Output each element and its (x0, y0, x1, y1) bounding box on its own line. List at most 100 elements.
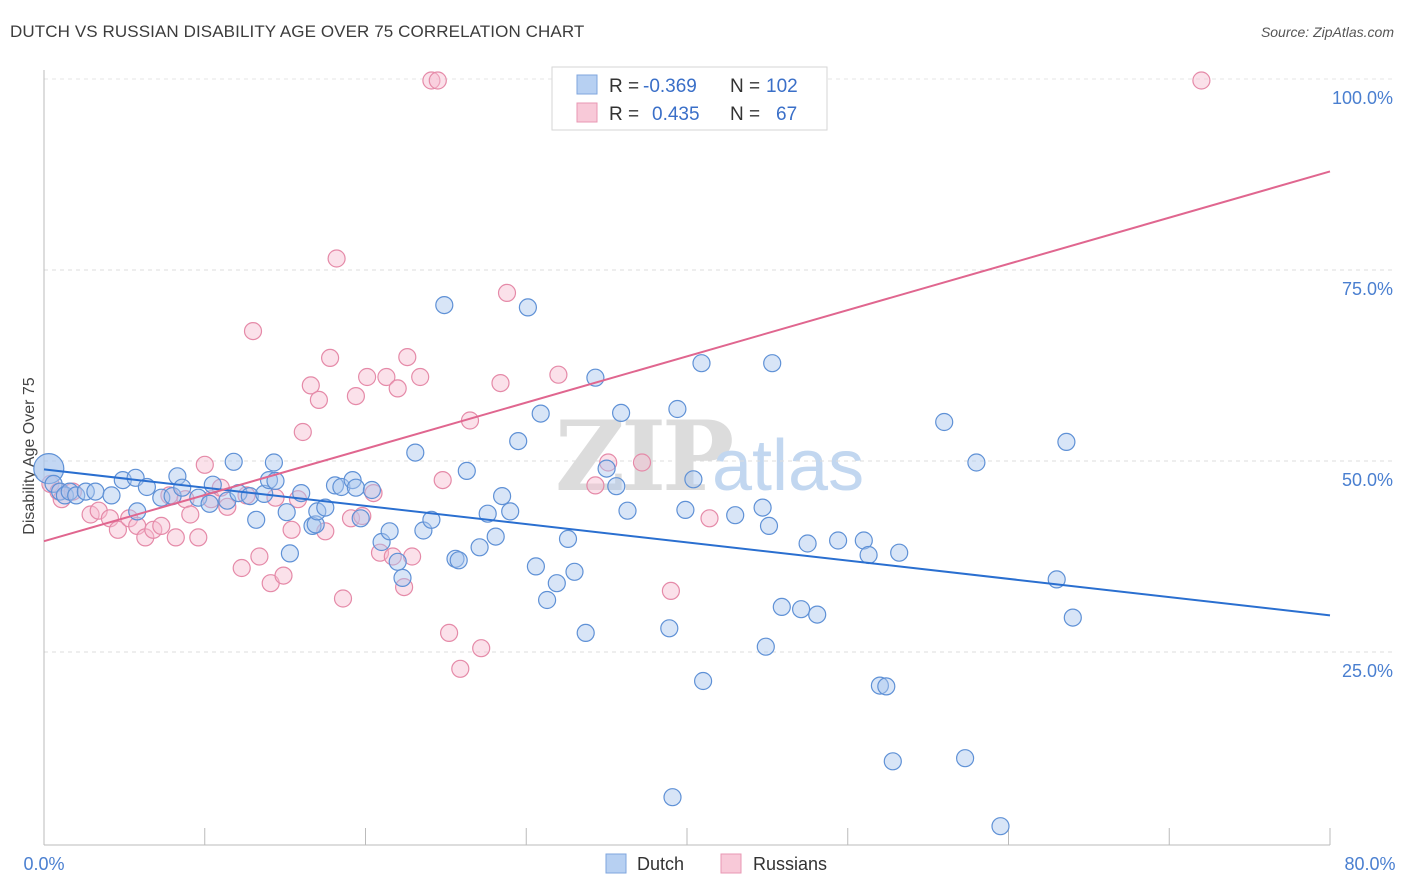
russians-point (395, 577, 414, 597)
dutch-point (380, 522, 399, 541)
watermark-zip: ZIP (555, 400, 732, 513)
russians-point (108, 520, 128, 539)
y-tick-labels: 25.0% 50.0% 75.0% 100.0% (1332, 88, 1393, 681)
russians-point (586, 476, 605, 495)
dutch-point (435, 296, 454, 315)
russians-point (472, 639, 491, 658)
russians-point (1192, 71, 1211, 90)
watermark: ZIP atlas (555, 400, 864, 513)
dutch-point (890, 543, 909, 562)
watermark-atlas: atlas (712, 426, 864, 506)
russians-point (274, 566, 293, 585)
dutch-point (67, 486, 86, 505)
dutch-point (470, 538, 489, 557)
russians-point (383, 547, 402, 566)
dutch-point (854, 531, 873, 550)
dutch-point (501, 502, 520, 521)
dutch-point (935, 412, 954, 432)
dutch-point (883, 752, 902, 771)
russians-point (293, 422, 312, 442)
russians-point (346, 387, 365, 406)
x-tick-label-max: 80.0% (1344, 854, 1395, 874)
dutch-point (798, 534, 817, 553)
dutch-point (663, 788, 682, 807)
russians-point (152, 516, 171, 536)
russians-point (422, 71, 441, 90)
russians-point (398, 348, 417, 367)
dutch-point (531, 404, 550, 423)
legend-russians-n-value: 67 (776, 104, 797, 125)
dutch-point (332, 477, 351, 497)
russians-point (282, 520, 301, 539)
y-tick-label-100: 100.0% (1332, 88, 1393, 108)
y-tick-label-50: 50.0% (1342, 470, 1393, 490)
dutch-point (518, 298, 538, 317)
dutch-point (128, 502, 147, 521)
dutch-point (611, 403, 631, 422)
x-ticks (43, 828, 1331, 845)
dutch-point (76, 482, 95, 501)
dutch-point (756, 637, 775, 656)
dutch-point (759, 516, 779, 536)
dutch-point (152, 488, 171, 507)
dutch-point (316, 498, 335, 517)
correlation-legend: R = -0.369 N = 102 R = 0.435 N = 67 (551, 66, 828, 131)
russians-point (661, 581, 681, 601)
dutch-point (877, 677, 896, 696)
russians-point (364, 484, 383, 503)
russians-series (41, 71, 1211, 678)
russians-point (497, 283, 517, 302)
bottom-legend-dutch-label: Dutch (637, 854, 684, 874)
russians-point (232, 558, 251, 578)
dutch-point (828, 531, 848, 550)
bottom-legend-russians-label: Russians (753, 854, 827, 874)
bottom-legend-dutch-swatch (605, 853, 627, 874)
russians-point (440, 623, 459, 643)
russians-point (301, 376, 320, 395)
russians-point (599, 453, 618, 472)
russians-point (321, 348, 340, 367)
dutch-point (537, 590, 557, 610)
russians-point (195, 455, 214, 474)
legend-russians-r-label: R = (609, 104, 639, 125)
russians-point (189, 528, 208, 547)
dutch-point (388, 552, 407, 571)
legend-box (551, 66, 828, 131)
russians-point (341, 509, 361, 528)
dutch-point (955, 749, 975, 768)
chart-source: Source: ZipAtlas.com (1260, 24, 1394, 40)
dutch-point (1063, 608, 1082, 627)
y-axis-title: Disability Age Over 75 (21, 377, 38, 535)
dutch-point (870, 676, 890, 695)
dutch-point (547, 574, 566, 593)
dutch-point (406, 443, 425, 462)
dutch-point (618, 501, 637, 520)
dutch-point (509, 432, 528, 451)
russians-point (181, 505, 200, 524)
russians-point (250, 547, 269, 566)
dutch-point (791, 600, 811, 619)
dutch-point (306, 515, 325, 534)
dutch-point (597, 459, 616, 478)
dutch-series (33, 296, 1082, 836)
dutch-point (772, 597, 791, 617)
y-tick-label-75: 75.0% (1342, 279, 1393, 299)
legend-russians-n-label: N = (730, 104, 760, 125)
dutch-point (991, 817, 1010, 836)
dutch-trend-line (43, 468, 1331, 617)
dutch-point (526, 557, 546, 576)
legend-dutch-n-value: 102 (766, 76, 798, 97)
dutch-point (280, 544, 299, 563)
dutch-point (449, 551, 468, 570)
dutch-point (478, 504, 497, 523)
russians-trend-line (43, 170, 1331, 543)
russians-point (358, 367, 377, 387)
dutch-point (565, 562, 584, 581)
dutch-point (726, 506, 745, 525)
russians-point (411, 367, 430, 387)
dutch-point (486, 527, 505, 546)
dutch-point (86, 482, 105, 501)
russians-point (632, 453, 652, 472)
dutch-point (362, 480, 381, 500)
